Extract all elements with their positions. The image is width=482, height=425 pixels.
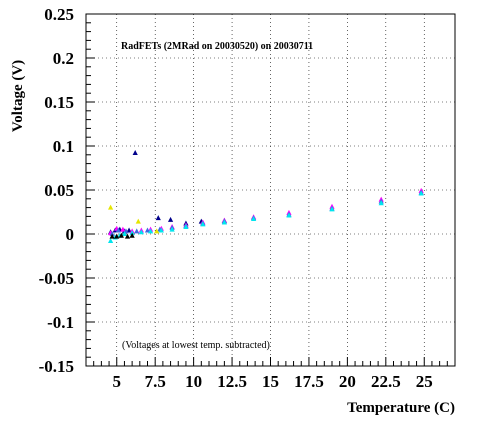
- data-point: [155, 215, 161, 221]
- y-tick-label: 0.05: [44, 181, 74, 200]
- data-series: [108, 204, 160, 234]
- y-tick-label: 0.15: [44, 93, 74, 112]
- data-point: [200, 221, 206, 227]
- data-point: [129, 232, 135, 238]
- data-point: [120, 226, 126, 232]
- x-tick-label: 12.5: [217, 372, 247, 391]
- data-point: [109, 231, 115, 236]
- data-point: [169, 226, 175, 232]
- x-axis-title: Temperature (C): [347, 400, 455, 416]
- data-series: [108, 150, 227, 235]
- data-point: [118, 232, 124, 238]
- x-tick-label: 22.5: [371, 372, 401, 391]
- data-point: [121, 231, 128, 236]
- data-point: [221, 219, 227, 225]
- x-tick-label: 10: [185, 372, 202, 391]
- data-point: [114, 233, 120, 239]
- y-tick-label: 0.1: [53, 137, 74, 156]
- data-point: [138, 229, 144, 235]
- grid: [86, 13, 455, 367]
- data-point: [129, 230, 135, 236]
- x-tick-label: 7.5: [145, 372, 166, 391]
- x-tick-label: 17.5: [294, 372, 324, 391]
- x-tick-label: 25: [416, 372, 433, 391]
- x-tick-labels: 5 7.5 10 12.5 15 17.5 20 22.5 25: [113, 372, 433, 391]
- tick-marks: [85, 13, 456, 367]
- data-point: [250, 216, 257, 222]
- data-point: [286, 212, 292, 218]
- y-tick-labels: -0.15 -0.1 -0.05 0 0.05 0.1 0.15 0.2 0.25: [39, 5, 74, 376]
- chart-title: RadFETs (2MRad on 20030520) on 20030711: [121, 41, 313, 52]
- y-tick-label: -0.05: [39, 269, 74, 288]
- data-point: [124, 233, 131, 239]
- x-tick-label: 20: [339, 372, 356, 391]
- data-point: [132, 150, 138, 156]
- data-points: [108, 150, 424, 244]
- data-series: [109, 232, 135, 239]
- x-tick-label: 5: [113, 372, 122, 391]
- data-point: [115, 227, 121, 233]
- y-tick-label: -0.15: [39, 357, 74, 376]
- data-point: [108, 238, 114, 244]
- data-point: [183, 223, 189, 229]
- data-point: [109, 233, 115, 239]
- data-point: [158, 227, 164, 233]
- data-point: [144, 227, 151, 233]
- data-point: [418, 190, 424, 196]
- data-point: [147, 228, 154, 234]
- data-point: [154, 228, 160, 234]
- y-tick-label: 0: [66, 225, 75, 244]
- data-point: [108, 204, 114, 210]
- data-point: [167, 216, 174, 222]
- chart-annotation: (Voltages at lowest temp. subtracted): [122, 340, 270, 351]
- y-axis-title: Voltage (V): [10, 60, 26, 132]
- data-point: [378, 200, 384, 206]
- x-tick-label: 15: [262, 372, 279, 391]
- y-tick-label: 0.25: [44, 5, 74, 24]
- y-tick-label: 0.2: [53, 49, 74, 68]
- data-point: [134, 228, 140, 234]
- data-point: [135, 218, 141, 224]
- data-point: [329, 206, 335, 212]
- y-tick-label: -0.1: [47, 313, 74, 332]
- data-point: [126, 227, 132, 233]
